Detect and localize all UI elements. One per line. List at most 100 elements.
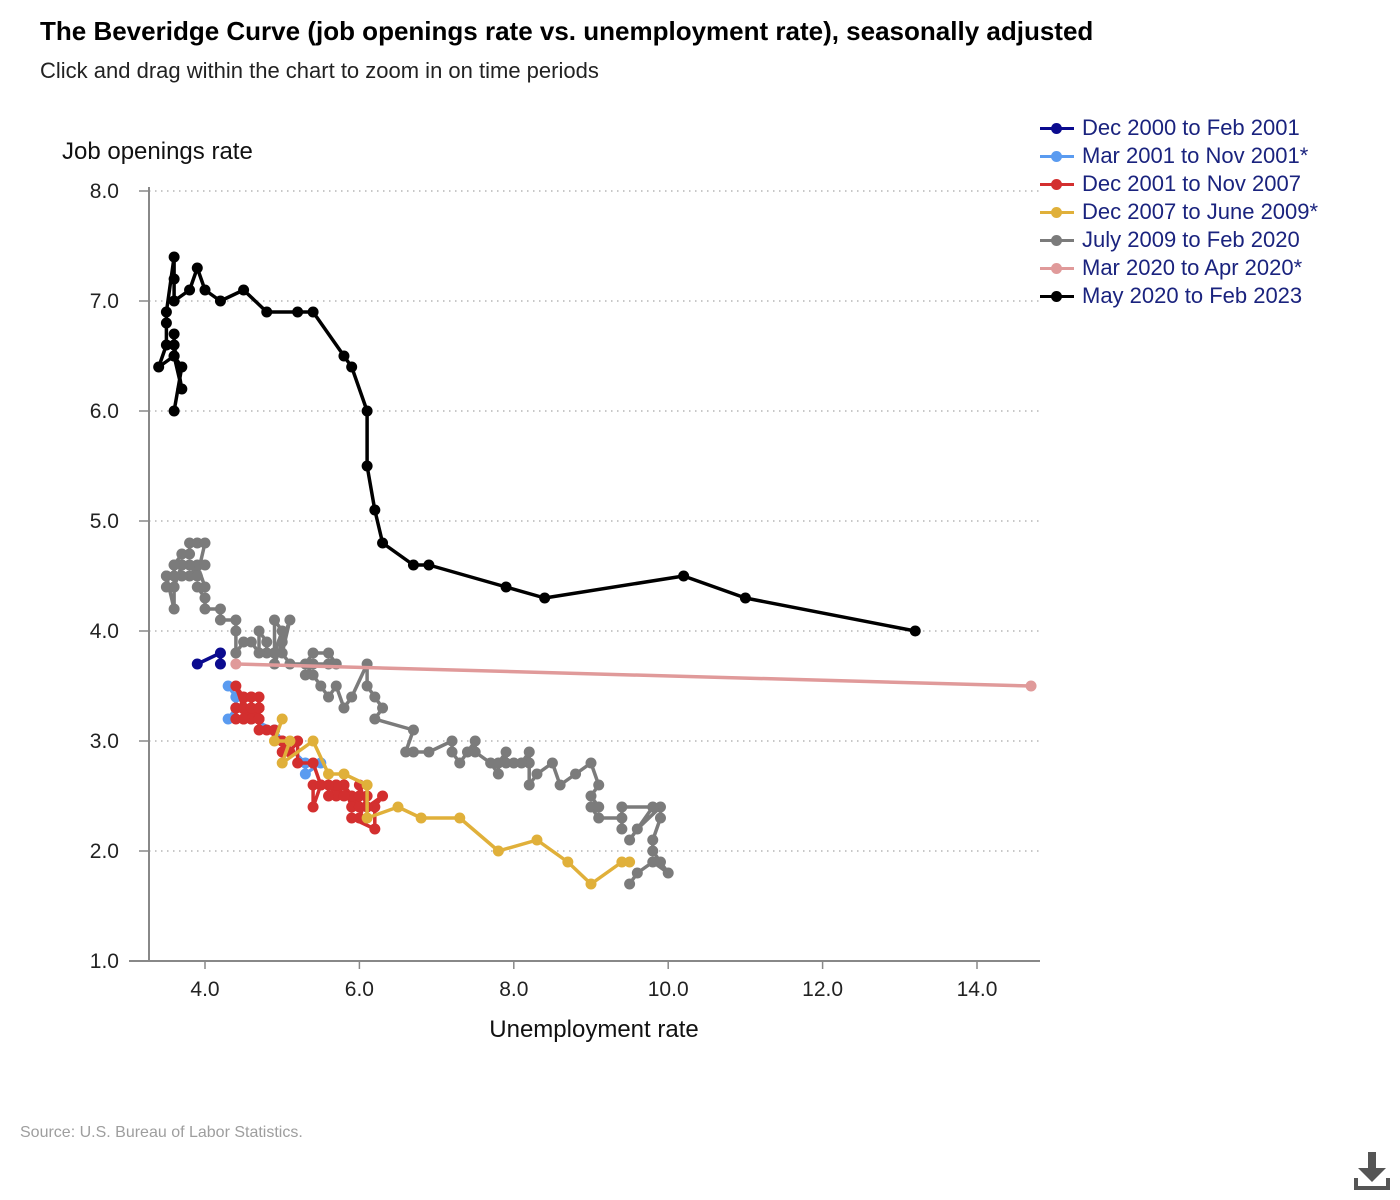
data-point[interactable] — [315, 779, 327, 791]
data-point[interactable] — [230, 614, 242, 626]
data-point[interactable] — [253, 647, 265, 659]
legend-item[interactable]: Mar 2020 to Apr 2020* — [1040, 254, 1318, 282]
data-point[interactable] — [647, 856, 659, 868]
data-point[interactable] — [338, 768, 350, 780]
data-point[interactable] — [407, 559, 419, 571]
data-point[interactable] — [160, 339, 172, 351]
data-point[interactable] — [654, 856, 666, 868]
data-point[interactable] — [184, 284, 196, 296]
data-point[interactable] — [284, 735, 296, 747]
data-point[interactable] — [346, 691, 358, 703]
data-point[interactable] — [330, 680, 342, 692]
data-point[interactable] — [276, 625, 288, 637]
data-point[interactable] — [593, 801, 605, 813]
data-point[interactable] — [492, 768, 504, 780]
data-point[interactable] — [323, 779, 335, 791]
data-point[interactable] — [199, 284, 211, 296]
data-point[interactable] — [338, 779, 350, 791]
data-point[interactable] — [338, 350, 350, 362]
data-point[interactable] — [346, 790, 358, 802]
data-point[interactable] — [276, 636, 288, 648]
data-point[interactable] — [377, 537, 389, 549]
data-point[interactable] — [323, 768, 335, 780]
data-point[interactable] — [153, 361, 165, 373]
data-point[interactable] — [176, 548, 188, 560]
data-point[interactable] — [485, 757, 497, 769]
data-point[interactable] — [346, 812, 358, 824]
data-point[interactable] — [268, 735, 280, 747]
data-point[interactable] — [299, 669, 311, 681]
data-point[interactable] — [647, 834, 659, 846]
data-point[interactable] — [292, 306, 304, 318]
legend-item[interactable]: Dec 2000 to Feb 2001 — [1040, 114, 1318, 142]
data-point[interactable] — [469, 746, 481, 758]
data-point[interactable] — [647, 845, 659, 857]
data-point[interactable] — [377, 702, 389, 714]
data-point[interactable] — [199, 592, 211, 604]
data-point[interactable] — [199, 581, 211, 593]
data-point[interactable] — [585, 878, 597, 890]
data-point[interactable] — [276, 713, 288, 725]
data-point[interactable] — [168, 405, 180, 417]
data-point[interactable] — [176, 570, 188, 582]
data-point[interactable] — [307, 669, 319, 681]
data-point[interactable] — [585, 757, 597, 769]
data-point[interactable] — [168, 570, 180, 582]
data-point[interactable] — [585, 801, 597, 813]
data-point[interactable] — [284, 614, 296, 626]
data-point[interactable] — [268, 647, 280, 659]
legend-item[interactable]: Dec 2001 to Nov 2007 — [1040, 170, 1318, 198]
data-point[interactable] — [624, 878, 636, 890]
data-point[interactable] — [168, 339, 180, 351]
data-point[interactable] — [531, 834, 543, 846]
data-point[interactable] — [616, 856, 628, 868]
data-point[interactable] — [238, 284, 250, 296]
data-point[interactable] — [446, 746, 458, 758]
data-point[interactable] — [330, 779, 342, 791]
data-point[interactable] — [523, 757, 535, 769]
data-point[interactable] — [168, 273, 180, 285]
data-point[interactable] — [292, 735, 304, 747]
data-point[interactable] — [184, 559, 196, 571]
data-point[interactable] — [446, 735, 458, 747]
data-point[interactable] — [199, 559, 211, 571]
data-point[interactable] — [361, 460, 373, 472]
data-point[interactable] — [230, 658, 242, 670]
data-point[interactable] — [253, 713, 265, 725]
data-point[interactable] — [570, 768, 582, 780]
data-point[interactable] — [739, 592, 751, 604]
data-point[interactable] — [307, 801, 319, 813]
data-point[interactable] — [616, 823, 628, 835]
data-point[interactable] — [191, 262, 203, 274]
data-point[interactable] — [261, 636, 273, 648]
data-point[interactable] — [454, 812, 466, 824]
data-point[interactable] — [168, 581, 180, 593]
data-point[interactable] — [307, 647, 319, 659]
data-point[interactable] — [261, 724, 273, 736]
data-point[interactable] — [407, 724, 419, 736]
data-point[interactable] — [222, 680, 234, 692]
data-point[interactable] — [168, 603, 180, 615]
data-point[interactable] — [230, 647, 242, 659]
data-point[interactable] — [245, 636, 257, 648]
data-point[interactable] — [230, 702, 242, 714]
data-point[interactable] — [369, 504, 381, 516]
data-point[interactable] — [238, 713, 250, 725]
data-point[interactable] — [624, 856, 636, 868]
data-point[interactable] — [191, 559, 203, 571]
data-point[interactable] — [361, 779, 373, 791]
data-point[interactable] — [369, 801, 381, 813]
data-point[interactable] — [160, 306, 172, 318]
data-point[interactable] — [307, 306, 319, 318]
data-point[interactable] — [624, 834, 636, 846]
data-point[interactable] — [268, 614, 280, 626]
data-point[interactable] — [253, 702, 265, 714]
data-point[interactable] — [353, 790, 365, 802]
data-point[interactable] — [909, 625, 921, 637]
data-point[interactable] — [230, 713, 242, 725]
data-point[interactable] — [531, 768, 543, 780]
data-point[interactable] — [631, 823, 643, 835]
data-point[interactable] — [616, 812, 628, 824]
data-point[interactable] — [199, 537, 211, 549]
data-point[interactable] — [323, 647, 335, 659]
